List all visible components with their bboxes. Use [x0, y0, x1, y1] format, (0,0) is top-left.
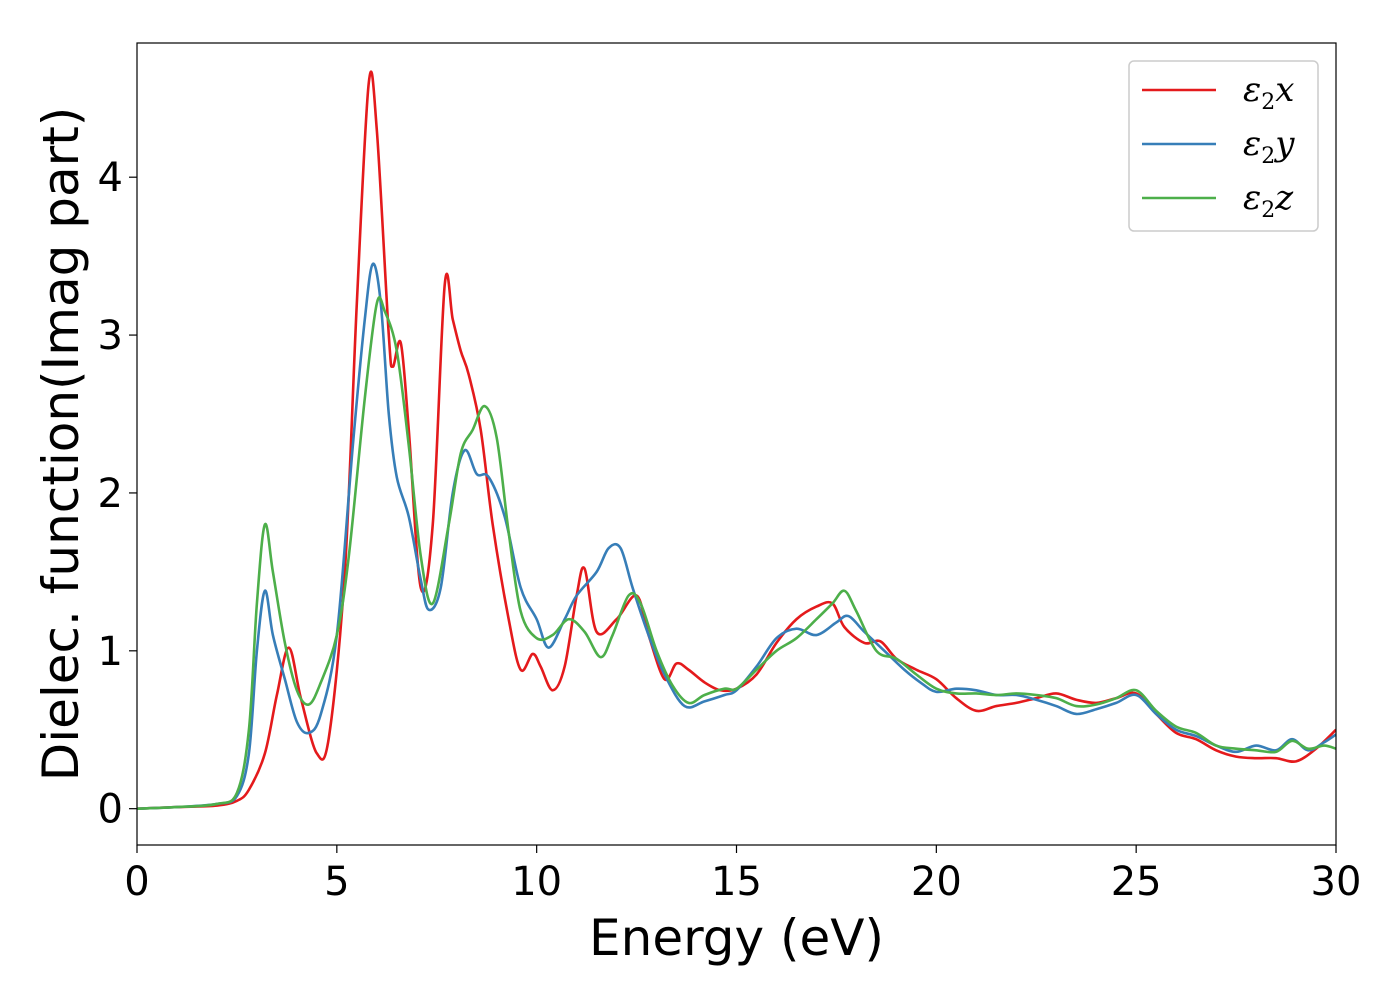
x-tick-label: 10 [511, 859, 562, 905]
x-tick-label: 5 [324, 859, 349, 905]
legend-entry-y: ε2y [1243, 124, 1295, 169]
series-line-y [137, 262, 1336, 810]
series-line-x [137, 70, 1336, 810]
y-tick-label: 1 [98, 629, 123, 675]
x-tick-label: 20 [911, 859, 962, 905]
series-line-z [137, 296, 1336, 810]
x-axis-label: Energy (eV) [589, 909, 884, 967]
y-tick-label: 0 [98, 787, 123, 833]
x-tick-label: 30 [1311, 859, 1362, 905]
y-tick-label: 3 [98, 313, 123, 359]
legend-box [1128, 60, 1319, 232]
y-tick-label: 2 [98, 471, 123, 517]
x-tick-label: 15 [711, 859, 762, 905]
legend: ε2x ε2y ε2z [1128, 60, 1319, 232]
axis-ticks: 0 5 10 15 20 25 30 0 1 2 3 4 [98, 155, 1362, 905]
x-tick-label: 0 [124, 859, 149, 905]
y-axis-label: Dielec. function(Imag part) [32, 107, 90, 782]
legend-entry-z: ε2z [1243, 178, 1294, 223]
series-layer [137, 70, 1336, 810]
x-tick-label: 25 [1111, 859, 1162, 905]
y-tick-label: 4 [98, 155, 123, 201]
legend-entry-x: ε2x [1243, 70, 1294, 115]
